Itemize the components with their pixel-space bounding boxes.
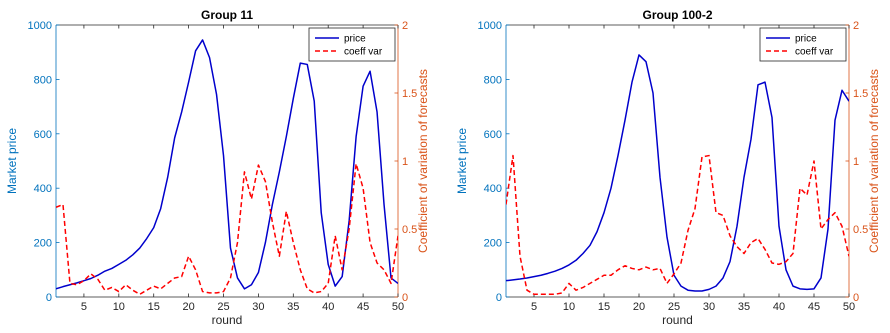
x-tick-label: 25: [668, 301, 680, 313]
right-y-tick-label: 1.5: [402, 88, 417, 100]
right-y-tick-label: 0.5: [402, 224, 417, 236]
chart-panel-group-100-2: Group 100-25 10 15 20 25 30 35 40 45 50round02004…: [455, 8, 881, 327]
x-axis-label: round: [662, 313, 693, 327]
left-y-tick-label: 600: [34, 129, 52, 141]
left-y-tick-label: 1000: [28, 20, 52, 32]
x-tick-label: 10: [563, 301, 575, 313]
coeff-var-series-line: [506, 154, 849, 296]
left-y-tick-label: 1000: [478, 20, 502, 32]
x-tick-label: 30: [703, 301, 715, 313]
left-y-tick-label: 0: [496, 292, 502, 304]
left-y-axis-label: Market price: [455, 128, 469, 194]
x-tick-label: 25: [217, 301, 229, 313]
x-tick-label: 50: [843, 301, 855, 313]
legend-price-label: price: [795, 34, 817, 45]
x-tick-label: 15: [598, 301, 610, 313]
legend-box: [759, 27, 847, 62]
right-y-tick-label: 0: [402, 292, 408, 304]
right-y-tick-label: 2: [402, 20, 408, 32]
legend-coeff-var-label: coeff var: [795, 47, 834, 58]
left-y-tick-label: 200: [484, 238, 502, 250]
legend: price coeff var: [759, 27, 847, 62]
right-y-axis-label: Coefficient of variation of forecasts: [416, 69, 430, 253]
left-y-tick-label: 800: [484, 74, 502, 86]
plot-area: [506, 25, 849, 297]
chart-title: Group 100-2: [642, 8, 712, 22]
legend: price coeff var: [308, 27, 396, 62]
left-y-tick-label: 400: [34, 183, 52, 195]
right-y-tick-label: 0: [853, 292, 859, 304]
x-tick-label: 35: [738, 301, 750, 313]
x-tick-label: 45: [357, 301, 369, 313]
x-tick-label: 5: [531, 301, 537, 313]
x-tick-label: 20: [633, 301, 645, 313]
right-y-tick-label: 1: [853, 156, 859, 168]
x-tick-label: 40: [773, 301, 785, 313]
x-tick-label: 20: [182, 301, 194, 313]
price-series-line: [506, 54, 849, 292]
coeff-var-series-line: [56, 162, 398, 296]
x-tick-label: 10: [113, 301, 125, 313]
x-axis-label: round: [212, 313, 243, 327]
price-series-line: [56, 39, 398, 290]
left-y-tick-label: 800: [34, 74, 52, 86]
left-y-tick-label: 0: [46, 292, 52, 304]
x-tick-label: 30: [252, 301, 264, 313]
x-tick-label: 5: [81, 301, 87, 313]
x-tick-label: 15: [148, 301, 160, 313]
legend-coeff-var-label: coeff var: [344, 47, 383, 58]
legend-box: [308, 27, 396, 62]
x-tick-label: 50: [392, 301, 404, 313]
right-y-axis-label: Coefficient of variation of forecasts: [867, 69, 881, 253]
right-y-tick-label: 1.5: [853, 88, 868, 100]
x-tick-label: 40: [322, 301, 334, 313]
right-y-tick-label: 2: [853, 20, 859, 32]
x-tick-label: 45: [808, 301, 820, 313]
legend-price-label: price: [344, 34, 366, 45]
left-y-tick-label: 400: [484, 183, 502, 195]
x-tick-label: 35: [287, 301, 299, 313]
left-y-tick-label: 200: [34, 238, 52, 250]
chart-title: Group 11: [201, 8, 253, 22]
plot-area: [56, 25, 398, 297]
left-y-axis-label: Market price: [5, 128, 19, 194]
left-y-tick-label: 600: [484, 129, 502, 141]
right-y-tick-label: 1: [402, 156, 408, 168]
right-y-tick-label: 0.5: [853, 224, 868, 236]
chart-panel-group-11: Group 115 10 15 20 25 30 35 40 45 50round02004006…: [5, 8, 430, 327]
